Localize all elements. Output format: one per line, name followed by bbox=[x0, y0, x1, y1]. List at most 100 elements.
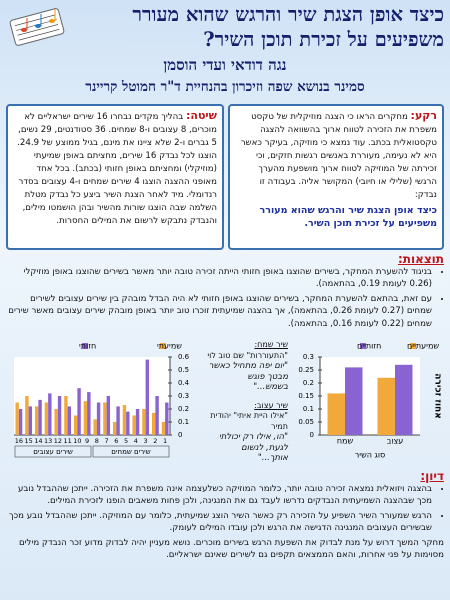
bar bbox=[18, 409, 23, 435]
x-tick-label: עצוב bbox=[387, 437, 404, 446]
y-tick-label: 0.6 bbox=[178, 353, 190, 361]
results: תוצאות: בניגוד להשערת המחקר, בשירים שהוצ… bbox=[6, 253, 444, 332]
group-label: שירים עצובים bbox=[33, 448, 73, 456]
bar bbox=[77, 388, 81, 435]
y-tick-label: 0.5 bbox=[178, 366, 189, 374]
bar bbox=[155, 396, 159, 435]
bar bbox=[145, 359, 150, 435]
label: שיר עצוב: bbox=[254, 400, 288, 410]
bar bbox=[106, 396, 111, 435]
bar bbox=[54, 409, 58, 435]
x-tick-label: 7 bbox=[105, 437, 109, 445]
x-tick-label: 5 bbox=[124, 437, 128, 445]
legend-label: שמיעתי bbox=[157, 342, 182, 351]
bar bbox=[345, 367, 363, 435]
legend-swatch bbox=[410, 343, 416, 349]
bar bbox=[73, 415, 78, 435]
lyric: "יום יפה מתחיל כאשר bbox=[208, 361, 288, 371]
title: כיצד אופן הצגת שיר והרגש שהוא מעורר משפי… bbox=[132, 3, 444, 51]
group-box bbox=[92, 445, 170, 458]
bar bbox=[15, 402, 19, 435]
heading: דיון: bbox=[420, 469, 444, 483]
legend-label: חזותיים bbox=[357, 342, 381, 351]
x-tick-label: 9 bbox=[85, 437, 89, 445]
research-question: כיצד אופן הצגת שיר והרגש שהוא מעורר משפי… bbox=[259, 205, 437, 229]
paragraph: מחקר המשך דרוש על מנת לבדוק את השפעת הרג… bbox=[18, 537, 444, 561]
legend-label: חזותי bbox=[79, 342, 96, 351]
y-tick-label: 0.2 bbox=[303, 379, 314, 387]
y-tick-label: 0.25 bbox=[298, 366, 314, 374]
x-tick-label: 16 bbox=[15, 437, 23, 445]
bar bbox=[83, 401, 88, 435]
x-tick-label: 1 bbox=[163, 437, 167, 445]
paragraph: בהליך מקדים נבחרו 16 שירים ישראליים לא מ… bbox=[17, 112, 217, 226]
bar bbox=[165, 402, 169, 435]
legend-label: שמיעתיים bbox=[407, 342, 439, 351]
bar bbox=[142, 409, 146, 435]
bar bbox=[34, 406, 39, 435]
bar bbox=[126, 411, 130, 435]
source: "התעוררות" שם טוב לוי bbox=[207, 350, 288, 360]
y-tick-label: 0.1 bbox=[178, 418, 189, 426]
lyric: אותך..." bbox=[257, 453, 288, 463]
bar bbox=[48, 393, 52, 435]
bar bbox=[132, 415, 136, 435]
bar bbox=[28, 406, 33, 435]
x-tick-label: 10 bbox=[73, 437, 81, 445]
y-tick-label: 0.05 bbox=[298, 418, 314, 426]
lyric: בשמש..." bbox=[253, 382, 288, 392]
x-tick-label: 15 bbox=[24, 437, 32, 445]
bar bbox=[135, 409, 140, 435]
bar bbox=[112, 422, 117, 435]
heading: שיטה: bbox=[185, 109, 217, 122]
method-box: שיטה: בהליך מקדים נבחרו 16 שירים ישראליי… bbox=[6, 104, 224, 250]
legend-swatch bbox=[160, 343, 166, 349]
bar bbox=[161, 422, 166, 435]
legend-swatch bbox=[82, 343, 88, 349]
bar bbox=[38, 399, 42, 435]
bar bbox=[93, 419, 97, 435]
background-box: רקע: מחקרים הראו כי הצגה מוזיקלית של טקס… bbox=[228, 104, 444, 250]
x-tick-label: 12 bbox=[54, 437, 62, 445]
bar bbox=[103, 402, 107, 435]
x-tick-label: 2 bbox=[153, 437, 157, 445]
y-tick-label: 0.4 bbox=[178, 379, 190, 387]
x-tick-label: 11 bbox=[63, 437, 71, 445]
y-tick-label: 0 bbox=[178, 431, 182, 439]
bar bbox=[151, 412, 156, 435]
music-icon bbox=[9, 8, 65, 46]
bar bbox=[44, 402, 49, 435]
bar bbox=[327, 393, 345, 435]
x-tick-label: שמח bbox=[337, 437, 354, 446]
y-tick-label: 0.2 bbox=[178, 405, 189, 413]
group-box bbox=[14, 445, 92, 458]
bar bbox=[57, 396, 62, 435]
x-axis-label: סוג השיר bbox=[355, 451, 385, 460]
heading: תוצאות: bbox=[397, 252, 444, 266]
y-tick-label: 0.1 bbox=[303, 405, 314, 413]
x-tick-label: 14 bbox=[34, 437, 42, 445]
bar bbox=[87, 392, 91, 435]
bar bbox=[96, 402, 101, 435]
y-tick-label: 0.15 bbox=[298, 392, 314, 400]
y-tick-label: 0 bbox=[310, 431, 314, 439]
x-tick-label: 4 bbox=[134, 437, 138, 445]
y-tick-label: 0.3 bbox=[178, 392, 189, 400]
discussion: דיון: בהצגה ויזואלית נמצאה זכירה טובה יו… bbox=[6, 470, 444, 562]
lyric: מבטך פוגש bbox=[247, 371, 288, 382]
x-tick-label: 8 bbox=[95, 437, 99, 445]
seminar: סמינר בנושא שפה וזיכרון בהנחיית ד"ר חמוט… bbox=[85, 79, 365, 95]
bar bbox=[64, 396, 68, 435]
bullet: עם זאת, בהתאם להשערת המחקר, בשירים שהוצג… bbox=[6, 293, 432, 331]
source: "אילו היית איתי" יהודית תמיר bbox=[210, 411, 288, 431]
legend-swatch bbox=[360, 343, 366, 349]
y-tick-label: 0.3 bbox=[303, 353, 314, 361]
paragraph: מחקרים הראו כי הצגה מוזיקלית של טקסט משפ… bbox=[240, 112, 437, 200]
bullet: בניגוד להשערת המחקר, בשירים שהוצגו באופן… bbox=[6, 266, 432, 291]
bullet: הרגש שמעורר השיר השפיע על הזכירה רק כאשר… bbox=[6, 510, 432, 535]
bar bbox=[67, 406, 72, 435]
x-tick-label: 3 bbox=[144, 437, 148, 445]
authors: נגה דודאי ועדי הוסמן bbox=[163, 56, 287, 74]
bar bbox=[25, 396, 29, 435]
